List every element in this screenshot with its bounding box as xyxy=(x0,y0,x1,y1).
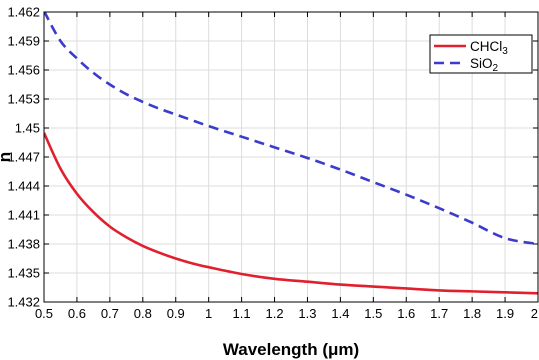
x-axis-label: Wavelength (μm) xyxy=(223,340,359,359)
x-tick-label: 1.5 xyxy=(364,306,382,321)
axis-labels: Wavelength (μm) n xyxy=(0,152,359,359)
x-tick-label: 0.6 xyxy=(68,306,86,321)
series-layer xyxy=(44,12,538,295)
x-tick-label: 0.9 xyxy=(167,306,185,321)
y-tick-label: 1.435 xyxy=(7,266,40,281)
y-tick-label: 1.459 xyxy=(7,34,40,49)
y-tick-label: 1.462 xyxy=(7,5,40,20)
x-tick-label: 1.7 xyxy=(430,306,448,321)
y-tick-label: 1.438 xyxy=(7,237,40,252)
x-tick-label: 0.5 xyxy=(35,306,53,321)
grid xyxy=(43,11,539,303)
y-tick-label: 1.441 xyxy=(7,208,40,223)
x-tick-label: 1.4 xyxy=(331,306,349,321)
y-tick-label: 1.447 xyxy=(7,150,40,165)
x-tick-label: 1.2 xyxy=(265,306,283,321)
y-tick-label: 1.45 xyxy=(15,121,40,136)
x-tick-label: 1 xyxy=(205,306,212,321)
y-axis-label: n xyxy=(0,152,14,162)
legend-label: CHCl3 xyxy=(470,39,508,57)
x-tick-label: 1.1 xyxy=(233,306,251,321)
x-tick-label: 1.6 xyxy=(397,306,415,321)
ticks: 0.5 0.6 0.7 0.8 0.9 1 1.1 1.2 1.3 1.4 1.5 1.6 1.7 1.8… xyxy=(7,5,539,321)
legend-box xyxy=(429,34,533,74)
x-tick-label: 0.7 xyxy=(101,306,119,321)
x-tick-label: 2 xyxy=(531,306,538,321)
x-tick-label: 1.9 xyxy=(496,306,514,321)
y-tick-label: 1.444 xyxy=(7,179,40,194)
y-tick-label: 1.432 xyxy=(7,295,40,310)
x-tick-label: 1.8 xyxy=(463,306,481,321)
series-line-chcl3 xyxy=(44,132,538,295)
y-tick-label: 1.453 xyxy=(7,92,40,107)
series-line-sio2 xyxy=(44,12,538,246)
x-tick-label: 0.8 xyxy=(134,306,152,321)
legend-label: SiO2 xyxy=(470,56,499,74)
y-tick-label: 1.456 xyxy=(7,63,40,78)
x-tick-label: 1.3 xyxy=(298,306,316,321)
